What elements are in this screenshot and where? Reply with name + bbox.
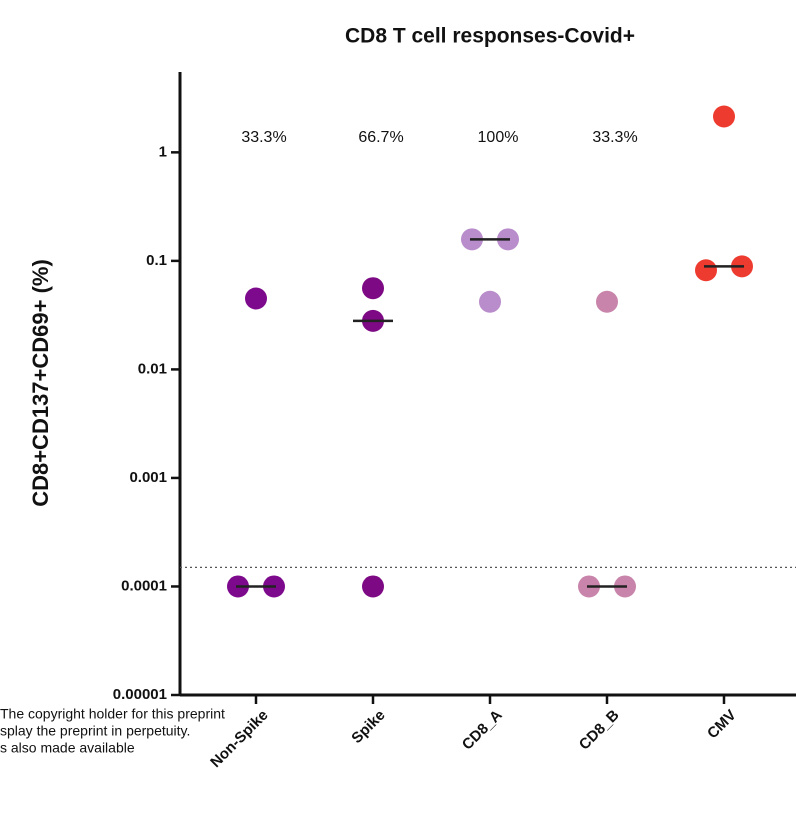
percent-label: 100% (478, 129, 519, 146)
y-tick-label: 0.00001 (113, 686, 167, 703)
x-tick-label: Spike (348, 707, 388, 747)
overlay-text: splay the preprint in perpetuity. (0, 723, 190, 739)
data-point (362, 277, 384, 300)
y-tick-label: 1 (159, 143, 167, 160)
y-tick-label: 0.001 (129, 469, 167, 486)
data-point (245, 287, 267, 310)
overlay-text: s also made available (0, 740, 135, 756)
overlay-text: The copyright holder for this preprint (0, 706, 225, 722)
x-tick-label: CMV (704, 707, 740, 743)
y-tick-label: 0.1 (146, 252, 167, 269)
data-point (713, 105, 735, 128)
data-point (596, 290, 618, 313)
percent-label: 33.3% (241, 129, 286, 146)
y-axis-label: CD8+CD137+CD69+ (%) (28, 259, 53, 507)
percent-label: 33.3% (592, 129, 637, 146)
chart-title: CD8 T cell responses-Covid+ (345, 25, 635, 48)
data-point (362, 575, 384, 598)
y-tick-label: 0.0001 (121, 577, 167, 594)
data-point (479, 290, 501, 313)
percent-label: 66.7% (358, 129, 403, 146)
x-tick-label: CD8_A (459, 706, 506, 753)
y-tick-label: 0.01 (138, 360, 167, 377)
x-tick-label: CD8_B (576, 706, 623, 753)
data-point (695, 259, 717, 282)
